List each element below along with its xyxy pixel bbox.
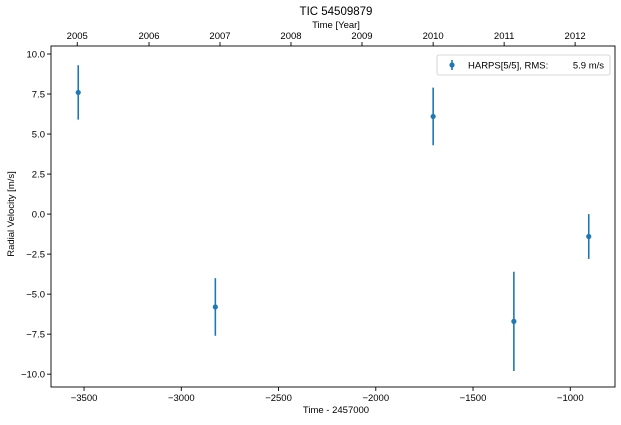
plot-frame bbox=[50, 45, 616, 388]
legend-marker bbox=[449, 60, 455, 70]
y-tick-label: −10.0 bbox=[21, 370, 45, 381]
x-tick-label: −3000 bbox=[168, 393, 195, 404]
legend-rms-value: 5.9 m/s bbox=[573, 61, 604, 72]
y-tick-label: −2.5 bbox=[26, 250, 45, 261]
data-point bbox=[212, 304, 218, 310]
x-tick-label: −2000 bbox=[362, 393, 389, 404]
top-x-tick-label: 2011 bbox=[494, 31, 514, 42]
data-point bbox=[586, 233, 592, 240]
data-point bbox=[75, 89, 81, 96]
legend-point bbox=[449, 62, 455, 68]
top-x-axis-label: Time [Year] bbox=[312, 20, 360, 31]
chart-title: TIC 54509879 bbox=[300, 6, 373, 18]
top-x-tick-label: 2010 bbox=[423, 31, 444, 42]
x-tick-label: −1500 bbox=[460, 393, 487, 404]
y-tick-label: −5.0 bbox=[26, 290, 45, 301]
x-tick-label: −3500 bbox=[71, 393, 98, 404]
x-tick-label: −2500 bbox=[265, 393, 292, 404]
top-x-tick-label: 2005 bbox=[67, 31, 88, 42]
top-x-tick-label: 2009 bbox=[351, 31, 372, 42]
y-tick-label: 5.0 bbox=[32, 129, 45, 140]
x-axis-label: Time - 2457000 bbox=[303, 405, 369, 416]
data-point bbox=[430, 113, 436, 120]
legend-label: HARPS[5/5], RMS: bbox=[468, 61, 548, 72]
top-x-tick-label: 2006 bbox=[138, 31, 159, 42]
data-point bbox=[511, 318, 517, 324]
data-layer bbox=[75, 65, 592, 371]
top-x-tick-label: 2012 bbox=[565, 31, 586, 42]
y-tick-label: 0.0 bbox=[32, 209, 45, 220]
y-tick-label: 7.5 bbox=[32, 89, 45, 100]
x-tick-label: −1000 bbox=[557, 393, 584, 404]
y-tick-label: 2.5 bbox=[32, 169, 45, 180]
y-axis-label: Radial Velocity [m/s] bbox=[6, 171, 17, 257]
ticks-layer: −3500 −3000 −2500 −2000 −1500 −1000 10.0 7.5 5.0… bbox=[21, 31, 586, 404]
legend-box bbox=[436, 54, 611, 76]
legend: HARPS[5/5], RMS: 5.9 m/s bbox=[436, 54, 611, 76]
top-x-tick-label: 2008 bbox=[280, 31, 301, 42]
y-tick-label: 10.0 bbox=[27, 49, 46, 60]
top-x-tick-label: 2007 bbox=[209, 31, 230, 42]
y-tick-label: −7.5 bbox=[26, 330, 45, 341]
